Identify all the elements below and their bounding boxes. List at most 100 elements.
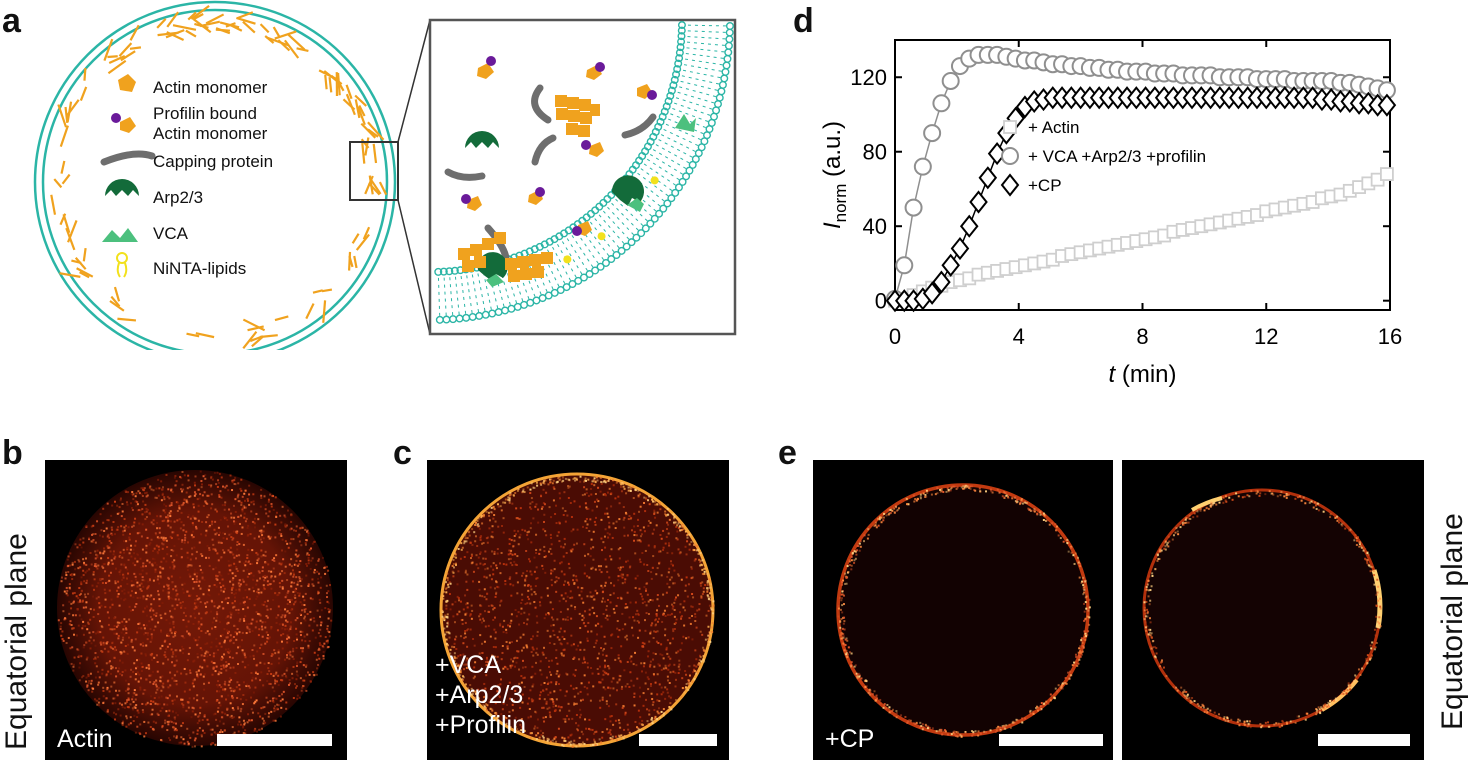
legend-ninta-lipids: NiNTA-lipids: [153, 259, 247, 278]
legend-actin-monomer: Actin monomer: [153, 78, 268, 97]
chart-legend: + Actin + VCA +Arp2/3 +profilin +CP: [1000, 118, 1206, 197]
actin-monomer-icon: [118, 74, 136, 92]
legend-arp23: Arp2/3: [153, 188, 204, 207]
data-point: [969, 190, 988, 214]
vca-icon: [627, 198, 644, 212]
micrograph-e-left: +CP: [813, 460, 1113, 760]
legend-marker-square: [1003, 120, 1017, 134]
side-label-right: Equatorial plane: [1436, 513, 1469, 730]
x-tick-label: 4: [1013, 324, 1025, 349]
legend-marker-diamond: [1000, 173, 1020, 197]
panel-d-chart: 0 4 8 12 16 0 40 80 120 t (min) Inorm (a.u.) + Acti…: [819, 39, 1402, 388]
capping-protein-icon: [444, 168, 486, 181]
profilin-actin-icon: [477, 56, 496, 79]
y-tick-label: 80: [863, 140, 887, 165]
vesicle-outer-membrane: [33, 0, 397, 350]
micrograph-e-right: [1122, 460, 1424, 760]
data-point: [941, 253, 960, 277]
zoom-region-box: [349, 141, 399, 201]
y-tick-label: 40: [863, 214, 887, 239]
vesicle-e1-rim: [836, 483, 1090, 737]
data-point: [987, 141, 1007, 166]
label-c-line-profilin: +Profilin: [435, 711, 527, 739]
actin-filament-branch: [458, 232, 553, 282]
panel-letter-e: e: [778, 434, 797, 472]
legend-marker-circle: [1001, 147, 1019, 165]
legend-label: +CP: [1028, 176, 1062, 195]
data-point: [1380, 167, 1394, 181]
legend-label: + VCA +Arp2/3 +profilin: [1028, 147, 1206, 166]
scale-bar-e1: [999, 734, 1103, 746]
y-tick-label: 120: [850, 65, 887, 90]
profilin-actin-icon: [461, 194, 482, 211]
panel-a-illustration: [33, 0, 737, 350]
series-square: [888, 167, 1394, 308]
data-point: [895, 256, 914, 275]
x-axis-label: t (min): [1109, 361, 1177, 388]
data-point: [941, 71, 960, 90]
label-actin: Actin: [57, 725, 113, 753]
legend-profilin-actin: Profilin bound Actin monomer: [153, 104, 267, 144]
data-point: [950, 236, 970, 261]
profilin-actin-icon: [528, 187, 545, 205]
profilin-actin-icon: [572, 221, 592, 236]
legend-profilin-line2: Actin monomer: [153, 124, 268, 143]
scale-bar-e2: [1318, 734, 1410, 746]
panel-letter-d: d: [793, 2, 814, 40]
scale-bar-b: [217, 734, 332, 746]
panel-a-legend-icons: [100, 74, 156, 278]
legend-capping-protein: Capping protein: [153, 152, 274, 171]
actin-speckle-c: [441, 475, 715, 748]
vesicle-e2-lumen: [1144, 490, 1380, 726]
arp23-icon: [105, 179, 139, 196]
capping-protein-icon: [531, 134, 557, 166]
scale-bar-c: [639, 734, 717, 746]
data-point: [922, 281, 942, 305]
capping-protein-icon: [484, 224, 510, 262]
profilin-actin-icon: [581, 140, 604, 157]
label-c-line-arp: +Arp2/3: [435, 681, 524, 709]
series-diamond: [885, 86, 1397, 313]
vesicle-inner-membrane: [41, 8, 389, 350]
legend-profilin-line1: Profilin bound: [153, 104, 257, 123]
actin-speckle-e1: [837, 484, 1091, 738]
legend-label: + Actin: [1028, 118, 1080, 137]
side-label-left: Equatorial plane: [0, 533, 33, 750]
micrograph-b: Actin: [45, 460, 347, 760]
inset-molecules: [444, 56, 696, 287]
data-point: [932, 270, 951, 294]
label-c-additions: +VCA +Arp2/3 +Profilin: [435, 650, 526, 740]
vca-icon: [102, 228, 138, 242]
vesicle-e1-lumen: [838, 485, 1088, 735]
actin-speckle-e2: [1143, 489, 1382, 729]
x-tick-label: 8: [1136, 324, 1148, 349]
data-point: [923, 124, 942, 143]
data-point: [978, 166, 998, 190]
data-point: [959, 214, 979, 238]
data-point: [904, 198, 923, 217]
micrograph-c: +VCA +Arp2/3 +Profilin: [427, 460, 729, 760]
ninta-lipid-icon: [116, 252, 128, 278]
y-axis-label: Inorm (a.u.): [819, 121, 850, 229]
label-cp: +CP: [825, 725, 875, 753]
y-tick-label: 0: [875, 289, 887, 314]
series-circle: [886, 45, 1396, 308]
arp23-icon: [611, 175, 644, 206]
actin-speckle-b: [57, 470, 333, 748]
x-tick-label: 16: [1378, 324, 1402, 349]
vesicle-c-lumen: [441, 474, 713, 746]
capping-protein-icon: [100, 150, 156, 166]
x-tick-label: 0: [889, 324, 901, 349]
actin-cortex-filaments: [50, 4, 388, 350]
profilin-actin-icon: [111, 113, 136, 133]
profilin-actin-icon: [586, 62, 605, 80]
panel-letter-b: b: [2, 434, 23, 472]
x-tick-label: 12: [1254, 324, 1278, 349]
capping-protein-icon: [531, 84, 552, 124]
vca-icon: [486, 274, 504, 287]
label-c-line-vca: +VCA: [435, 651, 502, 679]
actin-filament-branch: [555, 95, 600, 137]
legend-vca: VCA: [153, 224, 188, 243]
profilin-actin-icon: [637, 84, 657, 100]
data-point: [932, 94, 951, 113]
